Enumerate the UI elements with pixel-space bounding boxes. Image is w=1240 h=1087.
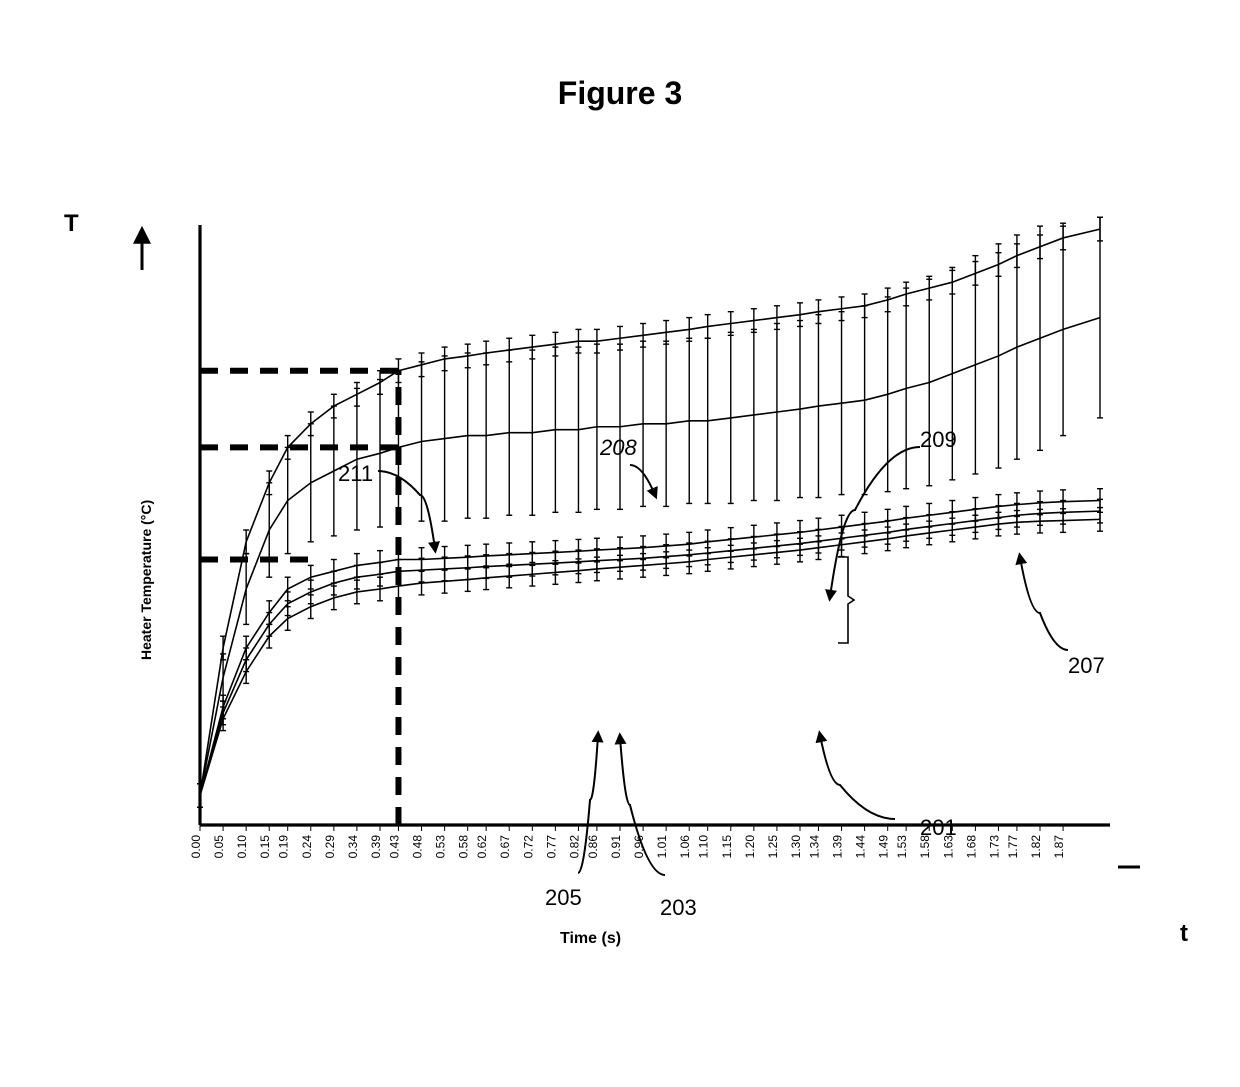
x-tick-label: 1.82 [1029, 835, 1043, 859]
x-tick-label: 1.87 [1052, 835, 1066, 859]
x-tick-label: 1.39 [831, 835, 845, 859]
series-203 [200, 511, 1100, 795]
x-tick-label: 1.25 [766, 835, 780, 859]
x-tick-label: 0.43 [387, 835, 401, 859]
x-tick-label: 1.49 [877, 835, 891, 859]
x-tick-label: 1.77 [1006, 835, 1020, 859]
x-tick-label: 0.05 [212, 835, 226, 859]
series-201 [200, 501, 1100, 796]
x-tick-label: 0.91 [609, 835, 623, 859]
x-axis-letter: t [1180, 920, 1188, 948]
chart: 0.00 0.05 0.10 0.15 0.19 0.24 0.29 0.34 0.39 0.43… [100, 205, 1140, 975]
figure-title: Figure 3 [0, 75, 1240, 112]
x-tick-label: 0.67 [498, 835, 512, 859]
callout-207: 207 [1068, 653, 1105, 679]
series-208 [200, 229, 1100, 795]
x-tick-label: 0.34 [346, 835, 360, 859]
series-205 [200, 519, 1100, 795]
x-tick-label: 1.15 [720, 835, 734, 859]
x-tick-label: 1.73 [987, 835, 1001, 859]
x-tick-label: 1.10 [697, 835, 711, 859]
x-tick-label: 0.53 [434, 835, 448, 859]
x-tick-label: 1.53 [895, 835, 909, 859]
x-tick-label: 0.77 [544, 835, 558, 859]
x-tick-label: 0.82 [567, 835, 581, 859]
x-tick-label: 0.48 [411, 835, 425, 859]
x-tick-label: 0.58 [457, 835, 471, 859]
callout-209: 209 [920, 427, 957, 453]
x-tick-label: 0.62 [475, 835, 489, 859]
callout-203: 203 [660, 895, 697, 921]
x-tick-label: 1.20 [743, 835, 757, 859]
x-tick-label: 0.29 [323, 835, 337, 859]
callout-201: 201 [920, 815, 957, 841]
x-tick-label: 0.19 [277, 835, 291, 859]
x-tick-label: 1.01 [655, 835, 669, 859]
x-tick-label: 0.10 [235, 835, 249, 859]
x-tick-label: 1.44 [854, 835, 868, 859]
callout-211: 211 [338, 461, 373, 487]
x-tick-label: 0.15 [258, 835, 272, 859]
page: Figure 3 T t Heater Temperature (°C) Tim… [0, 0, 1240, 1087]
x-tick-label: 1.34 [807, 835, 821, 859]
y-axis-letter: T [64, 210, 79, 238]
callout-205: 205 [545, 885, 582, 911]
x-tick-label: 0.39 [369, 835, 383, 859]
x-tick-label: 0.24 [300, 835, 314, 859]
callout-208: 208 [600, 435, 637, 461]
x-tick-label: 0.86 [586, 835, 600, 859]
x-tick-label: 1.30 [789, 835, 803, 859]
x-tick-label: 1.06 [678, 835, 692, 859]
x-tick-label: 1.68 [964, 835, 978, 859]
x-tick-label: 0.00 [189, 835, 203, 859]
x-tick-label: 0.72 [521, 835, 535, 859]
series-207 [200, 318, 1100, 796]
